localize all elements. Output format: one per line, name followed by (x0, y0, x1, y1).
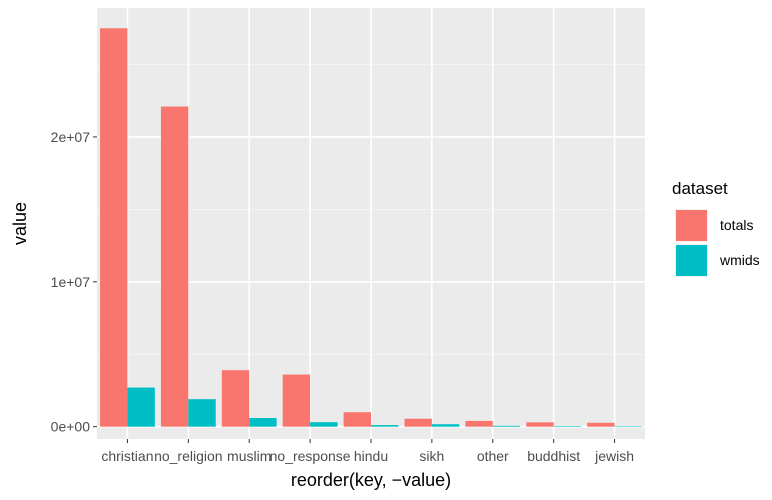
legend-label-totals: totals (720, 217, 753, 233)
y-axis-title: value (10, 202, 30, 245)
y-tick-label: 1e+07 (51, 274, 91, 290)
bars (100, 28, 642, 427)
bar-wmids-no_religion (188, 399, 216, 427)
x-tick-label: sikh (419, 448, 444, 464)
bar-totals-hindu (343, 412, 371, 427)
y-tick-label: 2e+07 (51, 129, 91, 145)
x-axis-title: reorder(key, −value) (291, 470, 451, 490)
bar-totals-muslim (221, 370, 250, 427)
bar-wmids-other (492, 425, 521, 427)
legend-title: dataset (672, 179, 728, 198)
x-tick-label: hindu (354, 448, 388, 464)
bar-wmids-muslim (249, 417, 277, 427)
legend-swatch-wmids (676, 245, 707, 276)
x-tick-label: no_response (270, 448, 351, 464)
bar-wmids-hindu (371, 425, 399, 427)
legend: dataset totals wmids (672, 179, 760, 277)
bar-totals-other (465, 420, 493, 427)
legend-swatch-totals (676, 210, 707, 241)
x-tick-label: jewish (594, 448, 634, 464)
x-tick-label: christian (101, 448, 153, 464)
bar-wmids-no_response (310, 422, 338, 427)
bar-wmids-jewish (614, 426, 642, 427)
bar-totals-buddhist (526, 422, 554, 427)
y-tick-label: 0e+00 (51, 419, 91, 435)
bar-wmids-christian (127, 387, 155, 427)
y-axis: 0e+00 1e+07 2e+07 (51, 129, 97, 435)
x-tick-label: other (477, 448, 509, 464)
bar-wmids-buddhist (553, 426, 582, 427)
bar-wmids-sikh (431, 424, 460, 427)
x-tick-label: no_religion (154, 448, 223, 464)
bar-totals-christian (100, 28, 128, 427)
x-tick-label: muslim (227, 448, 271, 464)
bar-totals-sikh (404, 418, 432, 427)
x-tick-label: buddhist (527, 448, 580, 464)
bar-totals-no_religion (160, 106, 189, 427)
legend-label-wmids: wmids (719, 252, 760, 268)
bar-totals-no_response (282, 374, 311, 427)
major-gridlines (97, 8, 645, 439)
bar-totals-jewish (587, 422, 615, 427)
